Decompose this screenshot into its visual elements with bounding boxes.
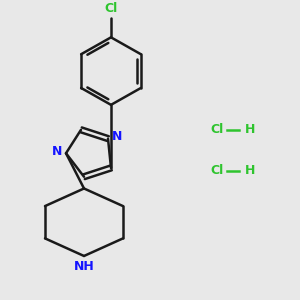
- Text: Cl: Cl: [210, 123, 223, 136]
- Text: H: H: [244, 164, 255, 177]
- Text: Cl: Cl: [104, 2, 118, 15]
- Text: N: N: [112, 130, 122, 143]
- Text: Cl: Cl: [210, 164, 223, 177]
- Text: N: N: [52, 145, 62, 158]
- Text: NH: NH: [74, 260, 94, 272]
- Text: H: H: [244, 123, 255, 136]
